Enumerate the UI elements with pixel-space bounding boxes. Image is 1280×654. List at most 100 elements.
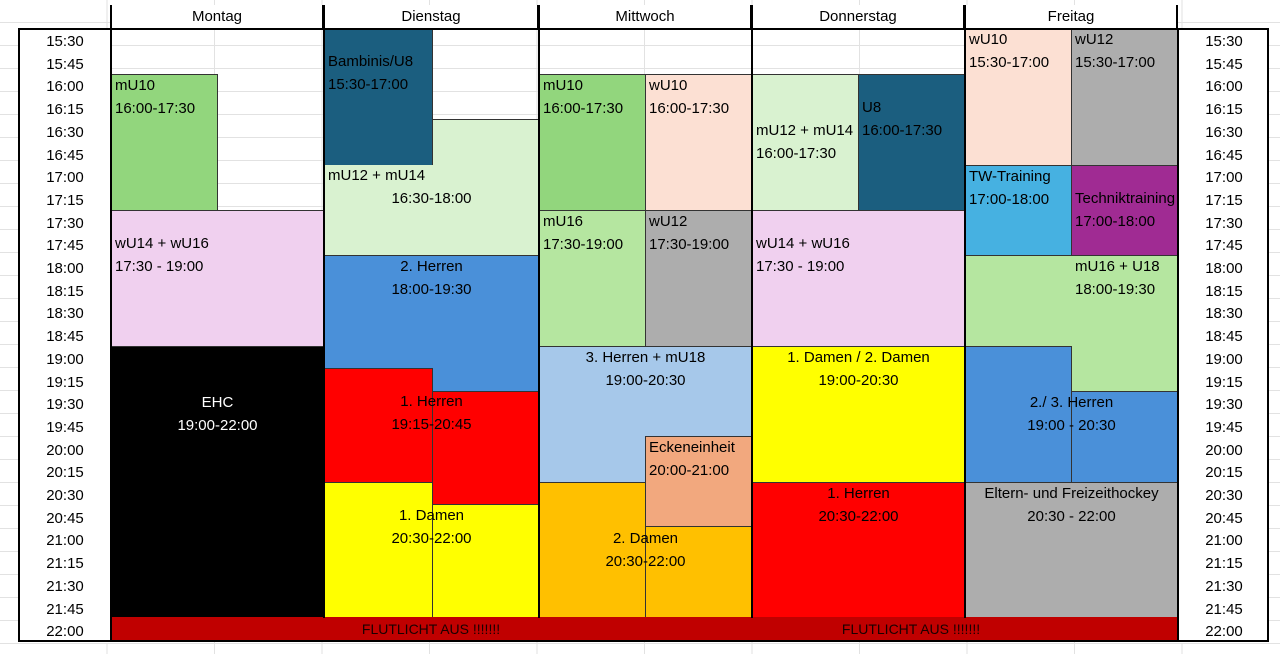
floodlight-bar: FLUTLICHT AUS !!!!!!! FLUTLICHT AUS !!!!… [111,617,1178,641]
slot-team: Eckeneinheit [649,439,735,456]
time-label: 16:15 [1179,98,1269,122]
slot-team: 2./ 3. Herren [1029,394,1114,411]
slot-team: 1. Damen [398,507,465,524]
slot-dienstag-mu12-upper [432,119,539,167]
time-label: 16:00 [20,75,110,99]
header-dienstag: Dienstag [323,5,539,28]
slot-freitag-mu16-u18: mU16 + U18 18:00-19:30 [965,255,1178,347]
time-label: 16:30 [20,120,110,144]
slot-team: wU10 [969,31,1008,48]
floodlight-left-text: FLUTLICHT AUS !!!!!!! [361,621,501,637]
slot-team: wU14 + wU16 [115,235,209,252]
header-mittwoch: Mittwoch [538,5,752,28]
time-label: 16:00 [1179,75,1269,99]
time-label: 15:45 [1179,52,1269,76]
header-freitag: Freitag [964,5,1178,28]
slot-team: TW-Training [969,168,1051,185]
time-label: 22:00 [20,620,110,644]
time-label: 20:00 [20,438,110,462]
slot-time: 19:15-20:45 [391,415,472,433]
time-label: 17:45 [20,234,110,258]
slot-freitag-herren: 2./ 3. Herren 19:00 - 20:30 [965,392,1178,437]
time-label: 16:45 [20,143,110,167]
slot-time: 16:00-17:30 [115,99,196,117]
slot-freitag-techniktraining: Techniktraining 17:00-18:00 [1071,165,1178,256]
slot-team: 1. Herren [827,485,890,502]
slot-team: wU10 [649,77,688,94]
slot-mittwoch-wu10: wU10 16:00-17:30 [645,74,752,211]
slot-mittwoch-damen2: 2. Damen 20:30-22:00 [539,528,752,573]
slot-time: 19:00-20:30 [605,371,686,389]
slot-team: 3. Herren + mU18 [585,349,706,366]
slot-donnerstag-mu12-mu14: mU12 + mU14 16:00-17:30 [752,74,859,211]
slot-time: 20:30-22:00 [818,507,899,525]
slot-team: Techniktraining [1075,190,1176,207]
slot-dienstag-mu12-mu14: mU12 + mU14 16:30-18:00 [324,165,539,256]
time-label: 21:30 [20,574,110,598]
slot-time: 19:00-22:00 [177,416,258,434]
slot-team: Bambinis/U8 [328,53,414,70]
slot-team: 2. Herren [400,258,463,275]
time-label: 17:30 [20,211,110,235]
time-label: 18:00 [20,257,110,280]
time-label: 21:15 [1179,552,1269,576]
slot-team: mU10 [543,77,584,94]
time-label: 21:00 [1179,529,1269,553]
slot-freitag-eltern-freizeithockey: Eltern- und Freizeithockey 20:30 - 22:00 [965,482,1178,618]
slot-team: 1. Herren [400,393,463,410]
slot-time: 17:00-18:00 [969,190,1050,208]
slot-freitag-wu12: wU12 15:30-17:00 [1071,28,1178,166]
time-label: 19:00 [1179,347,1269,371]
floodlight-right-text: FLUTLICHT AUS !!!!!!! [841,621,981,637]
time-label: 21:15 [20,552,110,576]
time-label: 21:30 [1179,574,1269,598]
time-label: 16:30 [1179,120,1269,144]
slot-time: 16:00-17:30 [756,144,837,162]
slot-dienstag-bambinis: Bambinis/U8 15:30-17:00 [324,28,433,166]
slot-donnerstag-damen: 1. Damen / 2. Damen 19:00-20:30 [752,346,965,483]
slot-time: 17:00-18:00 [1075,212,1156,230]
slot-time: 17:30-19:00 [543,235,624,253]
time-label: 21:00 [20,529,110,553]
slot-dienstag-herren1: 1. Herren 19:15-20:45 [324,391,539,436]
time-label: 19:00 [20,347,110,371]
slot-team: mU16 + U18 [1075,258,1160,275]
slot-team: mU12 + mU14 [756,122,854,139]
slot-team: EHC [201,394,234,411]
time-label: 21:45 [1179,597,1269,621]
slot-time: 20:00-21:00 [649,461,730,479]
slot-team: 2. Damen [612,530,679,547]
time-label: 20:00 [1179,438,1269,462]
time-label: 19:30 [1179,393,1269,417]
slot-team: mU10 [115,77,156,94]
slot-donnerstag-wu14-wu16: wU14 + wU16 17:30 - 19:00 [752,210,965,347]
time-label: 17:30 [1179,211,1269,235]
slot-time: 15:30-17:00 [969,53,1050,71]
time-label: 17:15 [20,188,110,212]
header-donnerstag: Donnerstag [751,5,965,28]
slot-time: 16:00-17:30 [862,121,943,139]
time-label: 20:15 [20,461,110,485]
slot-dienstag-damen1: 1. Damen 20:30-22:00 [324,505,539,550]
time-label: 20:45 [1179,506,1269,530]
slot-time: 17:30 - 19:00 [115,257,204,275]
time-label: 17:45 [1179,234,1269,258]
time-label: 16:45 [1179,143,1269,167]
time-label: 19:45 [20,415,110,439]
slot-time: 19:00-20:30 [818,371,899,389]
time-label: 16:15 [20,98,110,122]
time-label: 19:15 [20,370,110,394]
slot-dienstag-herren2-tail [432,368,539,392]
slot-team: wU12 [649,213,688,230]
slot-team: Eltern- und Freizeithockey [984,485,1159,502]
slot-team: U8 [862,99,882,116]
time-label: 20:30 [1179,484,1269,507]
time-label: 17:00 [1179,166,1269,190]
slot-team: wU12 [1075,31,1114,48]
slot-team: wU14 + wU16 [756,235,850,252]
time-label: 15:45 [20,52,110,76]
time-label: 18:30 [20,302,110,326]
slot-team: mU16 [543,213,584,230]
time-label: 22:00 [1179,620,1269,644]
time-label: 18:45 [20,325,110,349]
